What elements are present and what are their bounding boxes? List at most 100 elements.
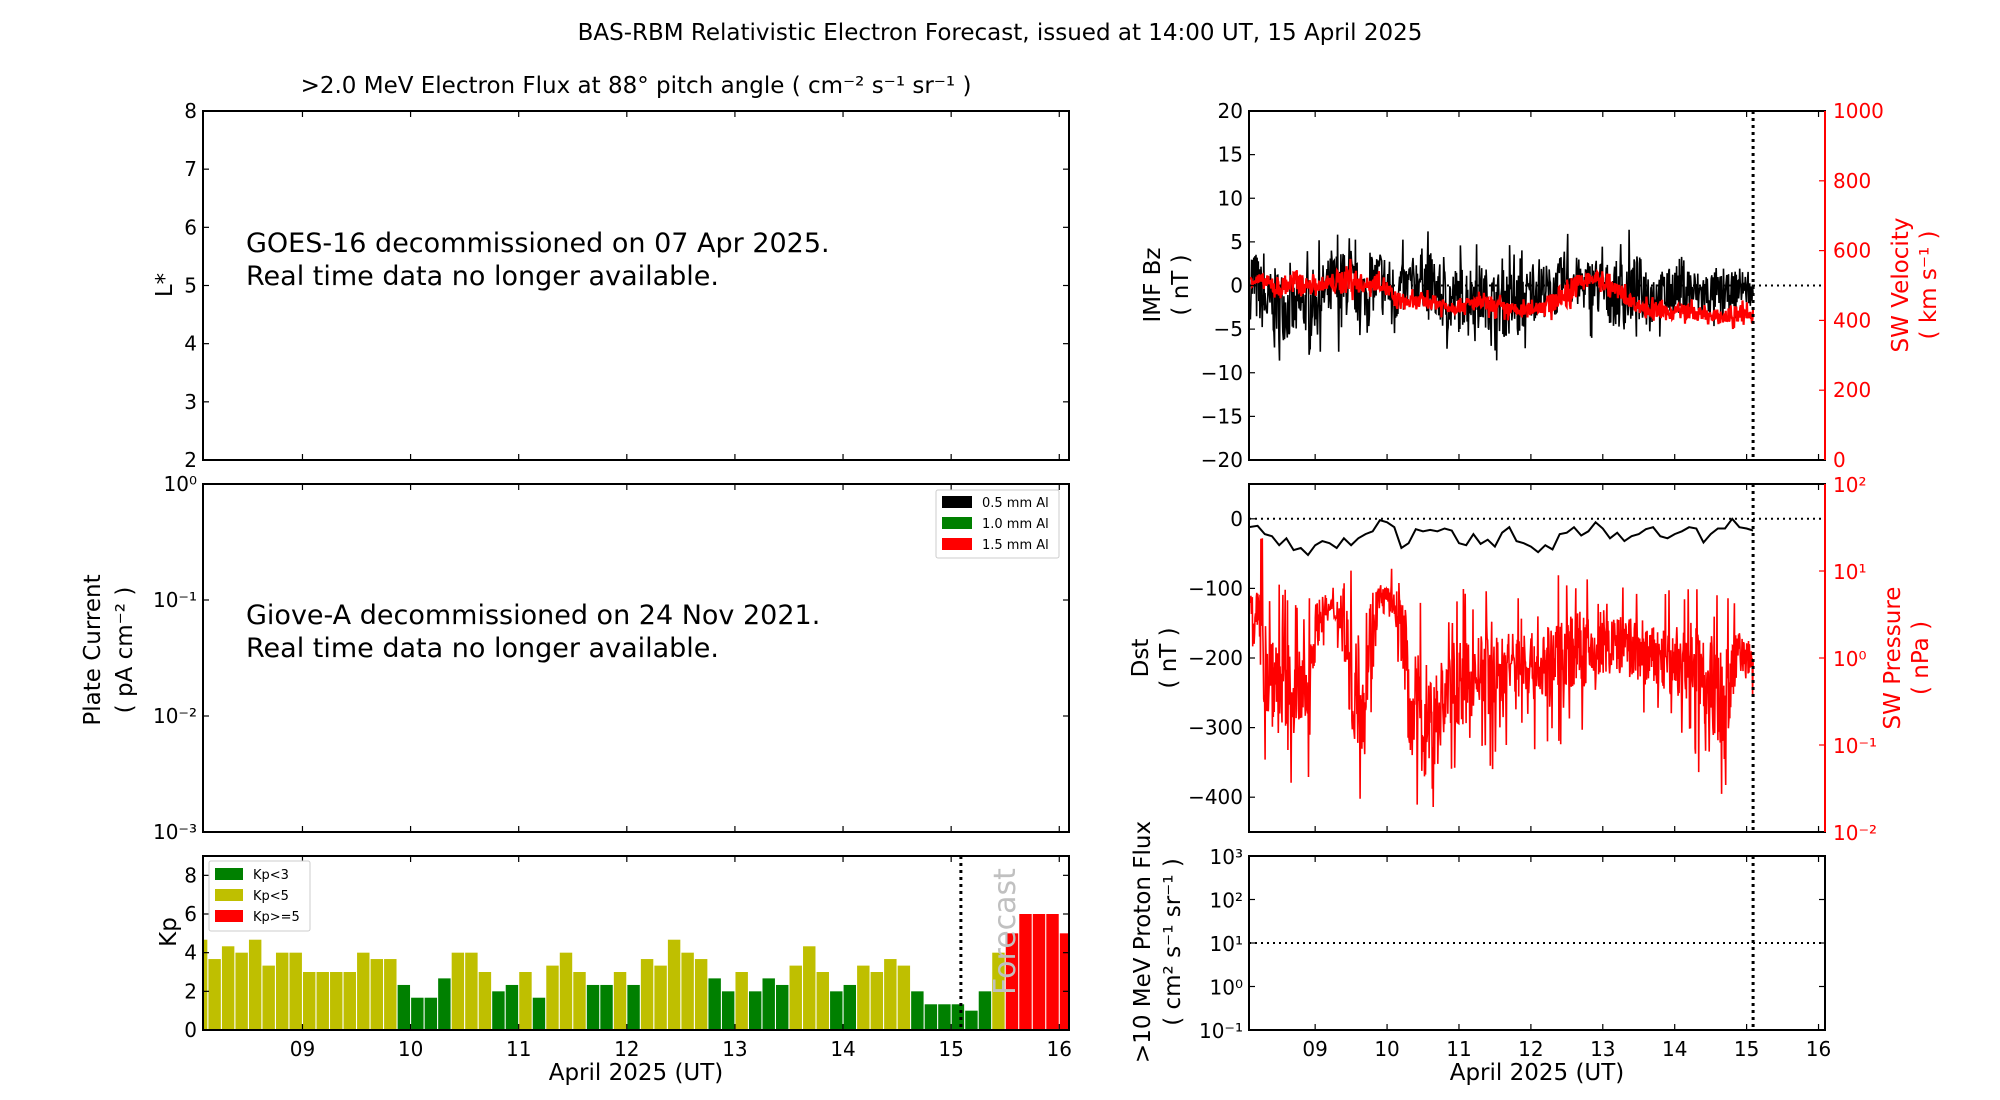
kp-bar	[316, 972, 329, 1030]
sw-velocity-line	[1249, 258, 1755, 330]
kp-bar	[505, 984, 519, 1030]
kp-bar	[897, 965, 911, 1030]
kp-bar	[559, 952, 573, 1030]
electron-flux-panel: 2 3 4 5 6 7 8 GOES-16 decommissioned on 07 Apr…	[152, 99, 1070, 472]
y-tick-label-right: 1000	[1833, 99, 1884, 123]
proton-flux-panel: 09 10 11 12 13 14 15 16 10⁻¹ 10⁰ 10¹ 10² 10³ >10 MeV…	[1130, 821, 1831, 1086]
x-tick-label: 11	[1446, 1037, 1471, 1061]
kp-bar	[681, 952, 694, 1030]
y-tick-label-right: 10⁻²	[1833, 821, 1877, 845]
kp-bar	[519, 972, 532, 1030]
plate-current-panel: 10⁰ 10⁻¹ 10⁻² 10⁻³ Giove-A decommissioned o…	[80, 472, 1070, 844]
kp-bar	[721, 991, 735, 1030]
kp-bar	[789, 965, 802, 1030]
kp-bar	[424, 997, 438, 1030]
kp-bar	[532, 997, 546, 1030]
y-tick-label: 10¹	[1210, 932, 1243, 956]
y-tick-label: 6	[184, 215, 197, 239]
sw-velocity-ylabel-line1: SW Velocity	[1888, 218, 1914, 353]
kp-bar	[830, 991, 843, 1030]
dst-panel: −400 −300 −200 −100 0 10⁻² 10⁻¹ 10⁰ 10¹ 10² Dst (…	[1128, 473, 1934, 845]
kp-bar	[357, 952, 370, 1030]
legend-label-kp-lt3: Kp<3	[253, 868, 289, 883]
kp-panel: 09 10 11 12 13 14 15 16 0 2 4 6 8 Forecast Kp Kp<3 K…	[156, 855, 1072, 1086]
dst-ylabel-line1: Dst	[1128, 639, 1154, 678]
y-tick-label-right: 200	[1833, 378, 1871, 402]
y-tick-label: 2	[184, 979, 197, 1003]
kp-bar	[748, 991, 762, 1030]
legend-label-0.5mm: 0.5 mm Al	[982, 496, 1049, 511]
kp-bar	[397, 984, 411, 1030]
y-tick-label-right: 400	[1833, 308, 1871, 332]
kp-bar	[208, 959, 221, 1030]
y-tick-label: 7	[184, 157, 197, 181]
legend-label-1.5mm: 1.5 mm Al	[982, 538, 1049, 553]
x-tick-label: 13	[722, 1037, 747, 1061]
kp-bar	[275, 952, 289, 1030]
kp-legend: Kp<3 Kp<5 Kp>=5	[208, 860, 311, 932]
kp-bar	[465, 952, 478, 1030]
plate-current-ylabel-line1: Plate Current	[80, 574, 106, 725]
electron-flux-title: >2.0 MeV Electron Flux at 88° pitch angl…	[301, 73, 972, 99]
y-tick-label: 6	[184, 902, 197, 926]
electron-flux-annotation-line2: Real time data no longer available.	[246, 261, 719, 292]
plate-current-axes-frame	[202, 483, 1070, 833]
x-tick-label: 16	[1047, 1037, 1072, 1061]
kp-bar	[203, 939, 208, 1030]
kp-bar	[640, 959, 654, 1030]
legend-swatch-kp-lt5	[215, 889, 243, 901]
y-tick-label: 20	[1218, 99, 1243, 123]
proton-flux-ylabel-line1: >10 MeV Proton Flux	[1130, 821, 1156, 1063]
kp-bar	[978, 991, 992, 1030]
kp-bar	[492, 991, 505, 1030]
kp-bar	[586, 984, 600, 1030]
kp-bar	[924, 1004, 938, 1030]
kp-bar	[262, 965, 275, 1030]
kp-bar	[884, 959, 897, 1030]
kp-bar	[735, 972, 748, 1030]
y-tick-label: 3	[184, 390, 197, 414]
kp-bar	[803, 946, 816, 1030]
proton-flux-axes-frame	[1248, 855, 1826, 1031]
kp-ylabel: Kp	[156, 917, 182, 947]
y-tick-label: 4	[184, 941, 197, 965]
kp-bar	[370, 959, 384, 1030]
kp-bar	[411, 997, 424, 1030]
kp-bar	[843, 984, 857, 1030]
imf-bz-line	[1249, 229, 1754, 361]
kp-bar	[911, 991, 924, 1030]
x-tick-label: 15	[1734, 1037, 1759, 1061]
y-tick-label: 0	[1230, 274, 1243, 298]
x-tick-label: 14	[830, 1037, 855, 1061]
electron-flux-axes-frame	[202, 110, 1070, 461]
y-tick-label: −400	[1188, 785, 1243, 809]
kp-forecast-label: Forecast	[988, 868, 1023, 995]
x-tick-label: 14	[1662, 1037, 1687, 1061]
plate-current-annotation-line2: Real time data no longer available.	[246, 633, 719, 664]
y-tick-label: 8	[184, 863, 197, 887]
kp-bar	[221, 946, 235, 1030]
kp-bar	[330, 972, 343, 1030]
y-tick-label: 10⁻²	[153, 704, 197, 728]
y-tick-label: −5	[1214, 317, 1243, 341]
x-tick-label: 15	[938, 1037, 963, 1061]
kp-bar	[451, 952, 465, 1030]
y-tick-label-right: 10¹	[1833, 560, 1866, 584]
x-tick-label: 11	[506, 1037, 531, 1061]
kp-bar	[289, 952, 302, 1030]
y-tick-label: 10⁻¹	[1199, 1019, 1243, 1043]
kp-bar	[546, 965, 559, 1030]
kp-bar	[573, 972, 586, 1030]
y-tick-label: 5	[1230, 230, 1243, 254]
kp-bar	[600, 984, 613, 1030]
kp-bar	[816, 972, 829, 1030]
y-tick-label-right: 10²	[1833, 473, 1866, 497]
x-tick-label: 12	[1518, 1037, 1543, 1061]
sw-velocity-ylabel-line2: ( km s⁻¹ )	[1916, 231, 1942, 340]
kp-bar	[992, 952, 1005, 1030]
y-tick-label-right: 0	[1833, 448, 1846, 472]
y-tick-label: 10²	[1210, 889, 1243, 913]
kp-bar	[235, 952, 248, 1030]
kp-bar	[478, 972, 492, 1030]
